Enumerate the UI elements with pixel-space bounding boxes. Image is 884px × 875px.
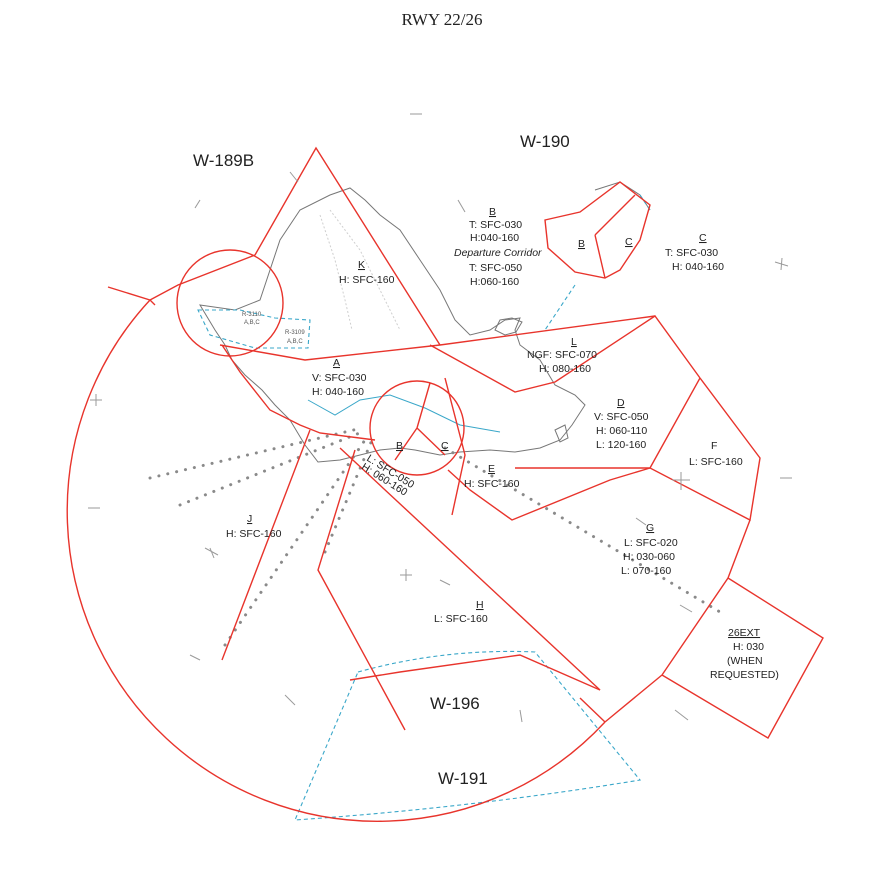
chart-title: RWY 22/26 xyxy=(401,10,483,29)
sector-b-small-letter: B xyxy=(578,238,585,250)
sector-26ext-line2: (WHEN xyxy=(727,655,763,667)
east-coast-detail xyxy=(554,424,569,443)
sector-26ext-line3: REQUESTED) xyxy=(710,669,779,681)
island-coastline xyxy=(199,187,586,463)
sector-c-right-line2: H: 040-160 xyxy=(672,261,724,273)
sector-h-letter: H xyxy=(476,599,484,611)
sector-g-letter: G xyxy=(646,522,654,534)
r3110-sub: A,B,C xyxy=(244,320,260,326)
sector-k-letter: K xyxy=(358,259,365,271)
sector-b-top-line3: T: SFC-050 xyxy=(469,262,522,274)
approach-path-4 xyxy=(323,438,374,554)
sector-b-top-line1: T: SFC-030 xyxy=(469,219,522,231)
sector-g-line2: H: 030-060 xyxy=(623,551,675,563)
w196-label: W-196 xyxy=(430,694,480,713)
sector-j-line1: H: SFC-160 xyxy=(226,528,282,540)
sector-a-line1: V: SFC-030 xyxy=(312,372,367,384)
restricted-area-outline xyxy=(197,309,311,349)
sector-e-letter: E xyxy=(488,463,495,475)
sector-k-line1: H: SFC-160 xyxy=(339,274,395,286)
w189b-label: W-189B xyxy=(193,151,254,170)
sector-26ext-letter: 26EXT xyxy=(728,627,761,639)
sector-j-letter: J xyxy=(247,513,252,525)
w190-label: W-190 xyxy=(520,132,570,151)
northeast-dashed-line xyxy=(639,194,651,211)
south-dashed-line xyxy=(544,284,576,331)
sector-a-letter: A xyxy=(333,357,340,369)
approach-path-1 xyxy=(148,426,364,480)
sector-c-small-letter: C xyxy=(625,236,633,248)
airspace-boundaries xyxy=(66,146,824,822)
sector-h-line1: L: SFC-160 xyxy=(434,613,488,625)
sector-b-top-line4: H:060-160 xyxy=(470,276,519,288)
r3110-label: R-3110 xyxy=(242,312,262,318)
sector-g-line1: L: SFC-020 xyxy=(624,537,678,549)
sector-l-line1: NGF: SFC-070 xyxy=(527,349,597,361)
approach-path-2 xyxy=(178,430,364,507)
ridge-line xyxy=(319,209,401,331)
sector-a-line2: H: 040-160 xyxy=(312,386,364,398)
sector-d-letter: D xyxy=(617,397,625,409)
approach-path-5 xyxy=(443,446,722,614)
sector-f-letter: F xyxy=(711,440,717,452)
w191-label: W-191 xyxy=(438,769,488,788)
sector-f-line1: L: SFC-160 xyxy=(689,456,743,468)
sector-l-letter: L xyxy=(571,336,577,348)
sector-c-right-line1: T: SFC-030 xyxy=(665,247,718,259)
r3109-label: R-3109 xyxy=(285,330,305,336)
sector-b-top-line2: H:040-160 xyxy=(470,232,519,244)
sector-d-line2: H: 060-110 xyxy=(596,425,647,437)
sector-b-top-letter: B xyxy=(489,206,496,218)
sector-b-inner-letter: B xyxy=(396,440,403,452)
sector-d-line1: V: SFC-050 xyxy=(594,411,649,423)
w191-boundary xyxy=(294,650,642,821)
sector-26ext-line1: H: 030 xyxy=(733,641,764,653)
sector-b-top-corridor: Departure Corridor xyxy=(454,247,542,259)
sector-e-line1: H: SFC-160 xyxy=(464,478,520,490)
northeast-coast xyxy=(594,181,651,211)
inland-blue-line xyxy=(307,394,501,433)
sector-c-inner-letter: C xyxy=(441,440,449,452)
r3109-sub: A,B,C xyxy=(287,339,303,345)
north-bay-coast xyxy=(494,317,523,336)
sector-l-line2: H: 080-160 xyxy=(539,363,591,375)
navaid-ticks xyxy=(88,113,792,723)
sector-d-line3: L: 120-160 xyxy=(596,439,646,451)
sector-c-right-letter: C xyxy=(699,232,707,244)
sector-g-line3: L: 070-160 xyxy=(621,565,671,577)
